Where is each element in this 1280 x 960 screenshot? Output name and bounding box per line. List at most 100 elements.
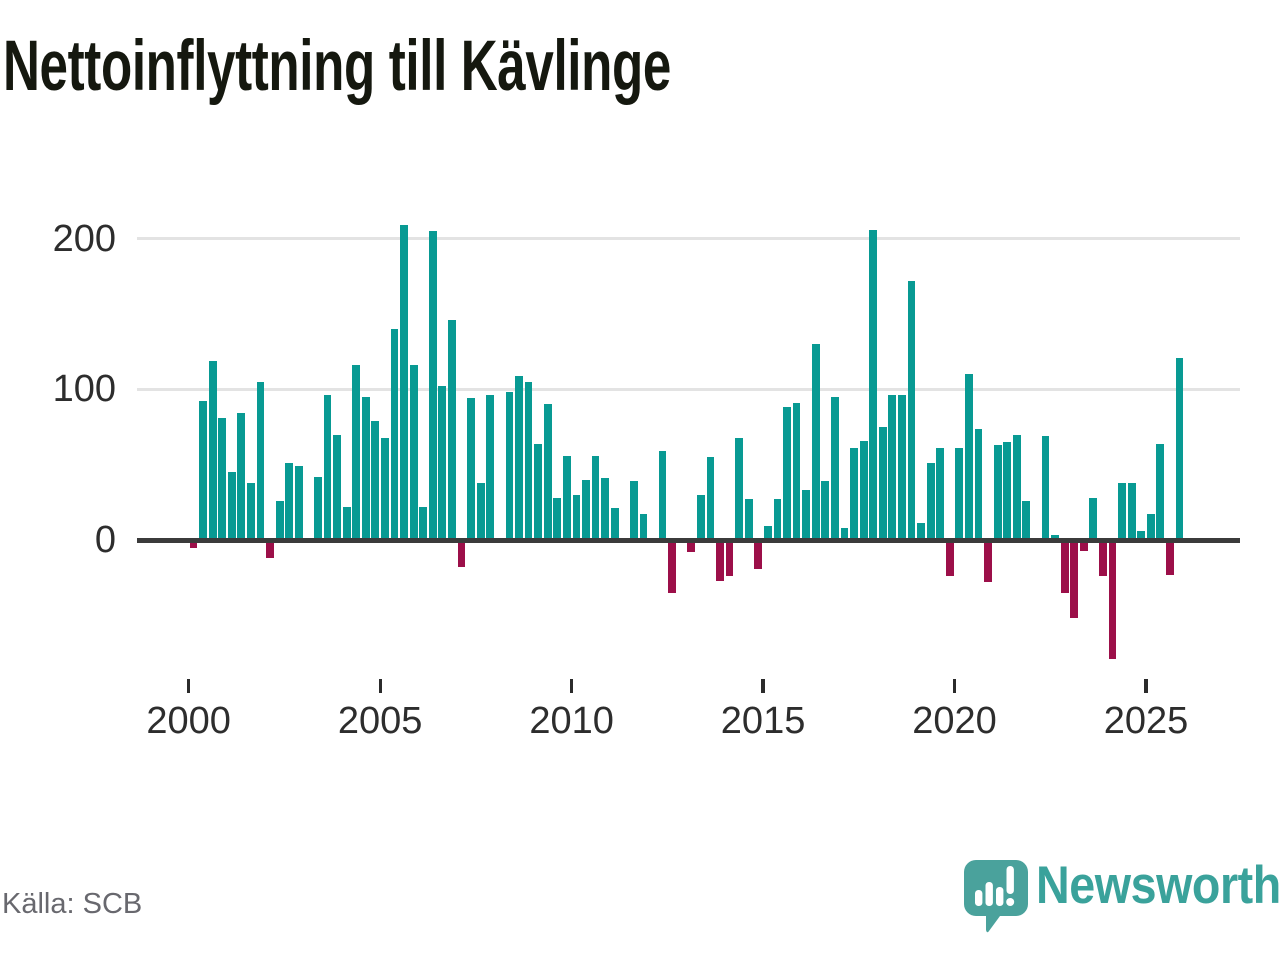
bar-2014Q2 — [735, 437, 744, 540]
bar-2016Q3 — [821, 481, 830, 540]
bar-2020Q1 — [955, 448, 964, 540]
bar-2024Q3 — [1127, 482, 1136, 540]
bar-2004Q2 — [352, 365, 361, 540]
x-axis-line — [137, 537, 1240, 543]
bar-2018Q4 — [907, 280, 916, 540]
bar-2008Q2 — [505, 392, 514, 540]
bar-2010Q2 — [582, 479, 590, 540]
bar-2000Q4 — [218, 417, 227, 540]
bar-glyph-2 — [985, 882, 993, 906]
bar-2013Q2 — [696, 494, 705, 540]
bar-2020Q4 — [984, 540, 992, 583]
x-tick-label-2020: 2020 — [912, 700, 997, 742]
bar-2007Q4 — [486, 395, 495, 540]
bar-2005Q4 — [409, 365, 418, 540]
gridline-200 — [137, 237, 1240, 241]
bar-2021Q3 — [1012, 434, 1021, 540]
bar-2013Q1 — [687, 540, 696, 553]
bar-2009Q1 — [534, 443, 543, 540]
bar-2013Q3 — [706, 457, 715, 540]
bar-2006Q1 — [419, 506, 428, 540]
exclamation-dot-glyph — [1006, 898, 1015, 906]
x-tick-2005 — [378, 679, 382, 693]
bar-2025Q1 — [1146, 514, 1155, 540]
bar-2014Q1 — [725, 540, 734, 577]
bar-2019Q4 — [945, 540, 954, 577]
bar-2005Q3 — [400, 225, 408, 540]
bar-2004Q3 — [361, 396, 370, 540]
newsworthy-speech-bubble-icon — [964, 860, 1028, 933]
x-tick-2025 — [1144, 679, 1148, 693]
bar-2022Q4 — [1060, 540, 1069, 593]
bar-2016Q1 — [802, 490, 811, 540]
bar-2002Q3 — [285, 463, 294, 540]
bar-2001Q4 — [256, 381, 265, 540]
y-tick-label-100: 100 — [52, 368, 116, 411]
bar-2001Q1 — [227, 472, 236, 540]
bar-2007Q2 — [467, 398, 475, 540]
bar-2005Q2 — [390, 329, 399, 540]
bar-2025Q4 — [1175, 357, 1184, 540]
bar-2000Q1 — [189, 540, 198, 548]
x-tick-label-2025: 2025 — [1103, 700, 1189, 742]
bar-2018Q3 — [898, 395, 906, 540]
x-tick-label-2010: 2010 — [529, 700, 614, 742]
gridline-100 — [137, 387, 1240, 391]
bar-2025Q3 — [1166, 540, 1174, 575]
bar-2018Q2 — [888, 395, 897, 540]
bar-2011Q4 — [639, 514, 648, 540]
y-tick-label-0: 0 — [94, 519, 116, 561]
exclamation-bar-glyph — [1006, 866, 1014, 894]
bar-2007Q3 — [476, 482, 485, 540]
bar-2006Q4 — [448, 320, 456, 540]
bar-2003Q4 — [333, 434, 341, 540]
bar-2021Q1 — [993, 445, 1002, 540]
bar-glyph-3 — [996, 887, 1004, 906]
bar-2012Q3 — [668, 540, 677, 593]
bar-2015Q4 — [792, 402, 801, 540]
bar-2010Q4 — [601, 478, 610, 540]
bar-2014Q4 — [754, 540, 763, 569]
bar-2002Q2 — [275, 500, 284, 540]
bar-2006Q2 — [428, 231, 437, 540]
bar-2017Q1 — [840, 527, 849, 540]
bar-2022Q2 — [1041, 436, 1050, 540]
bar-2003Q3 — [323, 395, 332, 540]
bar-2004Q1 — [342, 506, 351, 540]
bar-2020Q2 — [965, 374, 973, 540]
bar-2000Q3 — [208, 360, 217, 540]
bar-2011Q3 — [629, 481, 638, 540]
bar-2008Q4 — [524, 381, 533, 540]
bar-2017Q3 — [859, 440, 868, 540]
bar-2015Q1 — [763, 526, 772, 540]
bar-2025Q2 — [1156, 443, 1165, 540]
bar-2019Q3 — [936, 448, 945, 540]
bar-2023Q1 — [1070, 540, 1079, 619]
x-tick-2000 — [187, 679, 191, 693]
bar-2010Q3 — [591, 455, 600, 540]
bar-2008Q3 — [515, 375, 523, 540]
bar-2012Q2 — [658, 451, 667, 540]
bar-2004Q4 — [371, 420, 380, 540]
bar-2023Q3 — [1089, 497, 1098, 540]
bar-2001Q3 — [247, 482, 255, 540]
bar-2024Q1 — [1108, 540, 1117, 659]
bar-2019Q1 — [917, 523, 925, 540]
bar-2005Q1 — [381, 437, 389, 540]
bar-2010Q1 — [572, 494, 581, 540]
bar-2015Q2 — [773, 499, 782, 540]
bar-2002Q4 — [294, 466, 303, 540]
bar-glyph-1 — [975, 890, 983, 906]
bar-2019Q2 — [926, 463, 935, 540]
bar-2006Q3 — [438, 386, 447, 540]
bar-2020Q3 — [974, 428, 983, 540]
x-tick-label-2015: 2015 — [720, 700, 806, 742]
bar-2021Q4 — [1022, 500, 1031, 540]
bar-2014Q3 — [744, 499, 753, 540]
x-tick-label-2000: 2000 — [146, 700, 231, 742]
bar-2017Q2 — [850, 448, 858, 540]
x-tick-2010 — [570, 679, 574, 693]
bar-2015Q3 — [783, 407, 791, 540]
bar-2000Q2 — [199, 401, 207, 540]
